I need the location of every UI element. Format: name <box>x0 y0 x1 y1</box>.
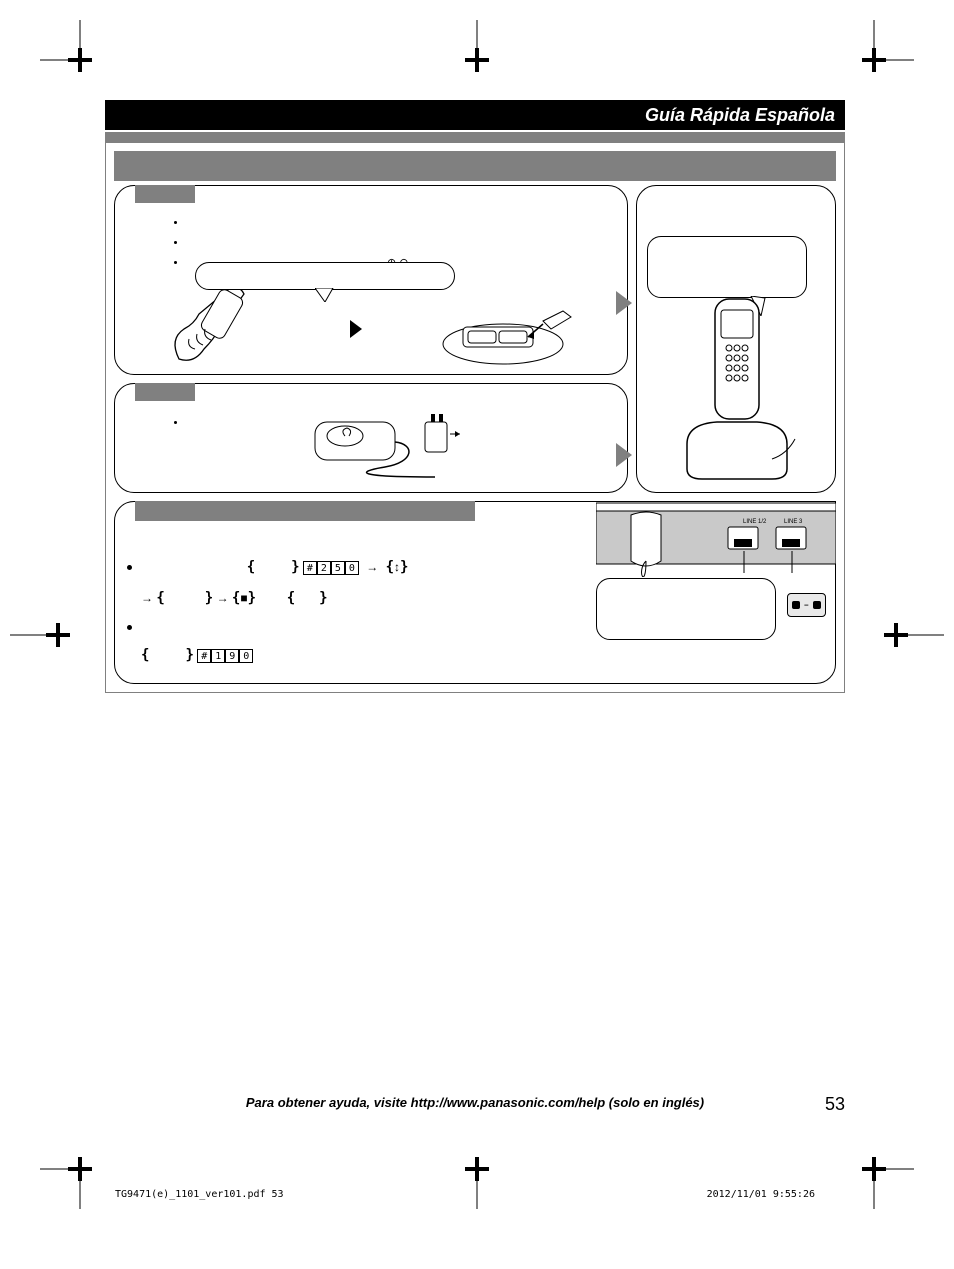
crop-mark-left-mid <box>10 610 80 660</box>
key-1: 1 <box>211 649 225 663</box>
instruction-container: ⊕ ⊖ <box>105 142 845 693</box>
panel-charger <box>114 383 628 493</box>
handset-on-cradle-illustration <box>677 294 797 484</box>
crop-mark-top-right <box>854 20 914 80</box>
key-0: 0 <box>345 561 359 575</box>
config-line-1: {} #250 → {↕} <box>127 552 507 583</box>
speech-tail-icon <box>315 288 335 302</box>
handset-in-hand-illustration <box>159 279 279 379</box>
base-unit-rear-illustration: LINE 1/2 LINE 3 <box>596 501 836 577</box>
config-line-4: {} #190 <box>127 640 507 671</box>
config-line-2: → {} → {■} {} <box>127 583 507 614</box>
speech-bubble <box>647 236 807 298</box>
arrow-text: → <box>217 591 229 605</box>
header-greybar <box>105 132 845 142</box>
crop-mark-top-left <box>40 20 100 80</box>
arrow-icon <box>616 443 632 467</box>
panel-tab <box>135 383 195 401</box>
battery-compartment-illustration <box>433 289 583 369</box>
config-instructions: {} #250 → {↕} → {} → {■} {} {} <box>127 552 507 671</box>
line-badge: – <box>787 593 826 617</box>
header-bar: Guía Rápida Española <box>105 100 845 130</box>
section-greyband <box>114 151 836 181</box>
header-title: Guía Rápida Española <box>645 105 835 126</box>
key-5: 5 <box>331 561 345 575</box>
panel-tab <box>135 185 195 203</box>
page-content: Guía Rápida Española ⊕ ⊖ <box>105 100 845 1180</box>
arrow-text: → <box>366 560 378 574</box>
callout-box <box>596 578 776 640</box>
panel-handset-battery: ⊕ ⊖ <box>114 185 628 375</box>
print-info-left: TG9471(e)_1101_ver101.pdf 53 <box>115 1189 284 1200</box>
config-line-3 <box>127 614 507 640</box>
key-9: 9 <box>225 649 239 663</box>
crop-mark-bottom-right <box>854 1149 914 1209</box>
footer-help-text: Para obtener ayuda, visite http://www.pa… <box>105 1095 845 1110</box>
key-hash: # <box>303 561 317 575</box>
speech-bubble <box>195 262 455 290</box>
key-hash: # <box>197 649 211 663</box>
arrow-icon <box>350 320 362 338</box>
jack-label-line3: LINE 3 <box>784 519 803 525</box>
key-2: 2 <box>317 561 331 575</box>
crop-mark-bottom-left <box>40 1149 100 1209</box>
crop-mark-top-mid <box>452 20 502 80</box>
jack-label-line12: LINE 1/2 <box>743 519 767 525</box>
panel-configuration: LINE 1/2 LINE 3 – { <box>114 501 836 684</box>
arrow-icon <box>616 291 632 315</box>
bullet <box>187 234 615 254</box>
arrow-text: → <box>141 591 153 605</box>
print-info-right: 2012/11/01 9:55:26 <box>707 1189 815 1200</box>
key-0: 0 <box>239 649 253 663</box>
panel-widebar <box>135 501 475 521</box>
charger-illustration <box>295 402 465 484</box>
panel-charging <box>636 185 836 493</box>
crop-mark-right-mid <box>874 610 944 660</box>
stop-icon: ■ <box>240 591 247 605</box>
page-number: 53 <box>825 1094 845 1115</box>
bullet <box>187 214 615 234</box>
